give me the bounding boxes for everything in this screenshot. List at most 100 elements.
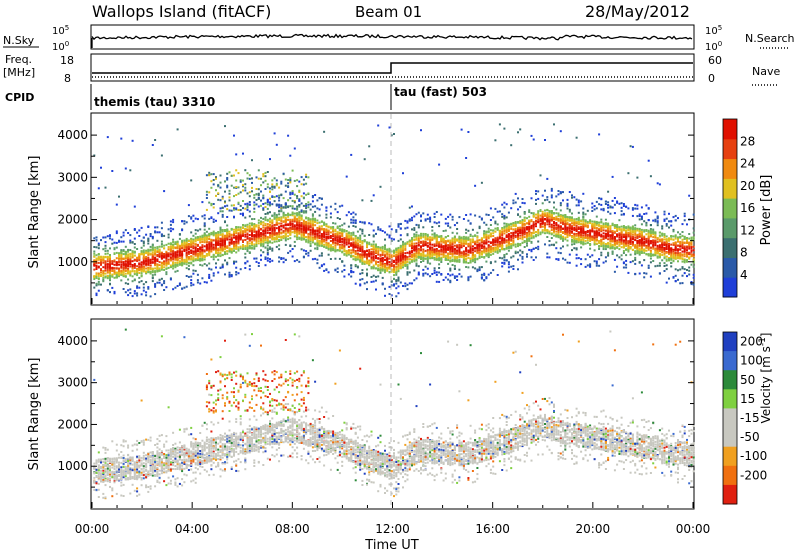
power-pixel — [156, 265, 159, 268]
power-pixel — [343, 250, 346, 253]
power-pixel — [309, 219, 312, 222]
power-pixel — [102, 261, 105, 264]
power-pixel — [269, 158, 271, 161]
power-pixel — [275, 143, 278, 146]
power-pixel — [363, 234, 366, 237]
power-pixel — [131, 295, 134, 298]
power-pixel — [233, 262, 235, 265]
power-pixel — [372, 259, 375, 261]
power-pixel — [127, 271, 130, 274]
power-pixel — [221, 195, 224, 198]
power-pixel — [275, 235, 278, 238]
power-pixel — [251, 186, 253, 189]
power-pixel — [341, 245, 344, 248]
power-pixel — [305, 240, 308, 243]
power-pixel — [424, 218, 427, 221]
power-pixel — [201, 277, 204, 280]
power-pixel — [215, 246, 217, 248]
power-pixel — [284, 227, 287, 230]
power-pixel — [95, 273, 98, 276]
power-pixel — [255, 240, 258, 242]
power-pixel — [341, 237, 344, 240]
power-pixel — [417, 236, 420, 239]
power-pixel — [474, 261, 477, 264]
power-pixel — [483, 241, 486, 243]
power-pixel — [449, 253, 452, 256]
power-pixel — [483, 245, 486, 248]
power-pixel — [178, 282, 181, 285]
power-pixel — [329, 212, 332, 215]
power-pixel — [300, 234, 303, 237]
power-pixel — [212, 206, 215, 209]
power-pixel — [422, 260, 425, 262]
power-pixel — [444, 236, 447, 239]
power-pixel — [246, 250, 249, 253]
power-pixel — [352, 225, 355, 227]
power-pixel — [239, 226, 242, 229]
power-pixel — [352, 216, 355, 219]
power-pixel — [275, 184, 278, 187]
power-pixel — [325, 239, 328, 242]
power-pixel — [255, 193, 258, 196]
power-pixel — [377, 251, 380, 254]
power-pixel — [280, 228, 283, 231]
power-pixel — [167, 254, 170, 257]
power-pixel — [415, 231, 418, 234]
power-pixel — [118, 273, 120, 276]
power-pixel — [327, 229, 330, 232]
power-pixel — [145, 249, 148, 252]
power-pixel — [138, 276, 141, 279]
power-pixel — [160, 154, 163, 157]
power-pixel — [106, 277, 109, 280]
power-pixel — [160, 252, 163, 255]
power-pixel — [278, 206, 281, 209]
power-pixel — [149, 252, 152, 255]
power-pixel — [406, 260, 409, 263]
power-pixel — [253, 228, 256, 231]
power-pixel — [131, 270, 134, 272]
power-pixel — [435, 273, 438, 276]
power-pixel — [372, 234, 375, 237]
power-pixel — [325, 225, 328, 228]
power-pixel — [266, 201, 269, 204]
power-pixel — [413, 227, 416, 230]
power-pixel — [262, 226, 265, 229]
power-pixel — [190, 249, 193, 252]
power-pixel — [467, 131, 470, 133]
power-pixel — [327, 235, 330, 238]
power-pixel — [422, 226, 425, 229]
power-pixel — [395, 229, 398, 232]
power-pixel — [287, 205, 290, 208]
power-pixel — [356, 249, 359, 252]
power-pixel — [397, 239, 400, 242]
power-pixel — [336, 235, 339, 238]
power-pixel — [113, 260, 116, 263]
power-pixel — [233, 186, 235, 189]
power-pixel — [431, 253, 434, 256]
power-pixel — [372, 248, 375, 251]
power-pixel — [129, 263, 132, 265]
power-pixel — [269, 220, 271, 223]
power-pixel — [370, 276, 373, 278]
power-pixel — [158, 245, 161, 248]
power-pixel — [467, 238, 470, 241]
power-pixel — [251, 235, 253, 238]
power-pixel — [386, 260, 389, 263]
power-pixel — [230, 274, 233, 276]
power-pixel — [474, 184, 477, 187]
power-pixel — [413, 229, 416, 231]
power-pixel — [444, 276, 447, 279]
power-pixel — [402, 255, 404, 258]
power-pixel — [397, 224, 400, 227]
power-pixel — [228, 243, 231, 246]
power-pixel — [266, 247, 269, 250]
power-pixel — [291, 231, 294, 234]
power-pixel — [334, 235, 337, 238]
power-pixel — [336, 217, 339, 219]
power-pixel — [138, 272, 141, 274]
power-pixel — [138, 259, 141, 262]
power-pixel — [262, 245, 265, 248]
power-pixel — [154, 271, 157, 274]
power-pixel — [163, 256, 166, 259]
power-pixel — [113, 259, 116, 262]
